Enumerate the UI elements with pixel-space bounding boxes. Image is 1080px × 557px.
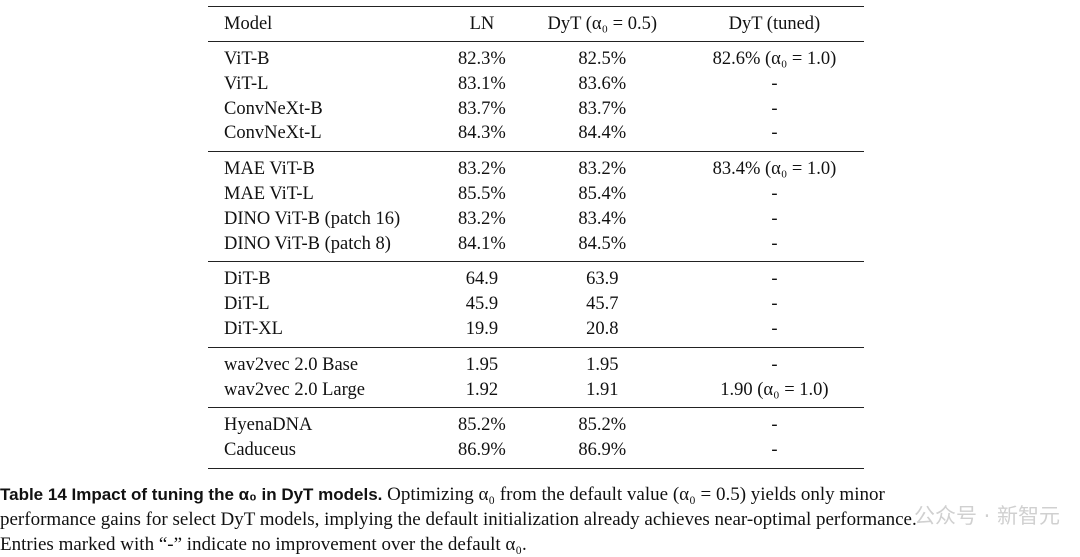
- cell-model: Caduceus: [224, 440, 296, 461]
- cell-model: MAE ViT-B: [224, 159, 315, 180]
- table-row: MAE ViT-L 85.5% 85.4% -: [208, 182, 864, 207]
- caption-label: Table 14 Impact of tuning the α₀ in DyT …: [0, 485, 383, 504]
- table-row: DiT-B 64.9 63.9 -: [208, 261, 864, 292]
- cell-dyt-tuned: -: [771, 98, 778, 119]
- cell-ln: 85.2%: [458, 415, 506, 436]
- cell-dyt-tuned: -: [771, 318, 778, 339]
- table-row: ViT-L 83.1% 83.6% -: [208, 72, 864, 97]
- cell-ln: 82.3%: [458, 49, 506, 69]
- table-row: ConvNeXt-B 83.7% 83.7% -: [208, 97, 864, 122]
- cell-model: MAE ViT-L: [224, 183, 314, 204]
- watermark: 公众号 · 新智元: [913, 504, 1060, 528]
- cell-ln: 19.9: [465, 318, 499, 339]
- header-model: Model: [224, 14, 273, 34]
- cell-ln: 45.9: [465, 294, 499, 315]
- cell-ln: 1.92: [465, 379, 499, 400]
- table-row: Caduceus 86.9% 86.9% -: [208, 438, 864, 469]
- cell-dyt-tuned: -: [771, 233, 778, 254]
- cell-dyt-default: 83.7%: [578, 98, 627, 119]
- cell-model: DINO ViT-B (patch 16): [224, 208, 401, 229]
- cell-ln: 85.5%: [458, 183, 506, 204]
- cell-model: ViT-L: [224, 73, 269, 94]
- cell-ln: 84.1%: [458, 233, 506, 254]
- cell-model: HyenaDNA: [224, 415, 313, 436]
- table-row: DiT-L 45.9 45.7 -: [208, 292, 864, 317]
- cell-dyt-tuned: 83.4% (α₀ = 1.0): [712, 159, 837, 180]
- caption-line-1: Table 14 Impact of tuning the α₀ in DyT …: [0, 482, 1080, 507]
- cell-dyt-default: 82.5%: [578, 49, 627, 69]
- cell-dyt-default: 86.9%: [578, 440, 627, 461]
- caption-text-1: Optimizing α₀ from the default value (α₀…: [387, 484, 885, 505]
- cell-ln: 83.2%: [458, 208, 506, 229]
- cell-dyt-default: 83.6%: [578, 73, 627, 94]
- cell-ln: 83.7%: [458, 98, 506, 119]
- cell-dyt-tuned: -: [771, 294, 778, 315]
- cell-model: DiT-L: [224, 294, 270, 315]
- header-dyt-default: DyT (α₀ = 0.5): [547, 14, 657, 34]
- cell-dyt-tuned: -: [771, 183, 778, 204]
- cell-model: ViT-B: [224, 49, 270, 69]
- cell-model: ConvNeXt-L: [224, 123, 322, 144]
- cell-ln: 1.95: [465, 354, 499, 375]
- table-row: wav2vec 2.0 Base 1.95 1.95 -: [208, 347, 864, 377]
- cell-ln: 83.1%: [458, 73, 506, 94]
- cell-ln: 64.9: [465, 269, 499, 290]
- results-table: Model LN DyT (α₀ = 0.5) DyT (tuned) ViT-…: [208, 6, 864, 469]
- cell-dyt-default: 85.4%: [578, 183, 627, 204]
- table-row: DINO ViT-B (patch 8) 84.1% 84.5% -: [208, 232, 864, 262]
- cell-dyt-default: 20.8: [586, 318, 619, 339]
- cell-dyt-default: 83.2%: [578, 159, 627, 180]
- cell-model: wav2vec 2.0 Large: [224, 379, 365, 400]
- header-dyt-tuned: DyT (tuned): [728, 14, 821, 34]
- cell-dyt-default: 84.4%: [578, 123, 627, 144]
- cell-ln: 83.2%: [458, 159, 506, 180]
- table-body: ViT-B 82.3% 82.5% 82.6% (α₀ = 1.0) ViT-L 83.1…: [208, 41, 864, 469]
- cell-dyt-default: 84.5%: [578, 233, 627, 254]
- cell-dyt-tuned: -: [771, 354, 778, 375]
- cell-ln: 86.9%: [458, 440, 506, 461]
- table-row: MAE ViT-B 83.2% 83.2% 83.4% (α₀ = 1.0): [208, 151, 864, 182]
- table-row: HyenaDNA 85.2% 85.2% -: [208, 407, 864, 438]
- header-ln: LN: [469, 14, 495, 34]
- table-row: ConvNeXt-L 84.3% 84.4% -: [208, 121, 864, 151]
- table-header-row: Model LN DyT (α₀ = 0.5) DyT (tuned): [208, 6, 864, 42]
- cell-dyt-default: 1.95: [586, 354, 619, 375]
- cell-model: DINO ViT-B (patch 8): [224, 233, 391, 254]
- cell-model: ConvNeXt-B: [224, 98, 323, 119]
- cell-dyt-tuned: -: [771, 123, 778, 144]
- cell-model: DiT-B: [224, 269, 271, 290]
- cell-dyt-default: 85.2%: [578, 415, 627, 436]
- cell-dyt-default: 45.7: [586, 294, 619, 315]
- cell-dyt-tuned: -: [771, 208, 778, 229]
- table-row: DINO ViT-B (patch 16) 83.2% 83.4% -: [208, 207, 864, 232]
- cell-dyt-default: 83.4%: [578, 208, 627, 229]
- cell-dyt-tuned: -: [771, 415, 778, 436]
- cell-dyt-tuned: -: [771, 440, 778, 461]
- cell-dyt-default: 63.9: [586, 269, 619, 290]
- table-caption: Table 14 Impact of tuning the α₀ in DyT …: [0, 482, 1080, 557]
- cell-dyt-tuned: -: [771, 73, 778, 94]
- cell-dyt-default: 1.91: [586, 379, 619, 400]
- cell-dyt-tuned: 82.6% (α₀ = 1.0): [712, 49, 837, 69]
- cell-dyt-tuned: -: [771, 269, 778, 290]
- caption-line-3: Entries marked with “-” indicate no impr…: [0, 534, 527, 555]
- table-row: ViT-B 82.3% 82.5% 82.6% (α₀ = 1.0): [208, 41, 864, 72]
- table-row: wav2vec 2.0 Large 1.92 1.91 1.90 (α₀ = 1.0): [208, 378, 864, 408]
- cell-model: wav2vec 2.0 Base: [224, 354, 359, 375]
- caption-line-2: performance gains for select DyT models,…: [0, 509, 917, 530]
- cell-model: DiT-XL: [224, 318, 283, 339]
- cell-dyt-tuned: 1.90 (α₀ = 1.0): [720, 379, 829, 400]
- cell-ln: 84.3%: [458, 123, 506, 144]
- table-row: DiT-XL 19.9 20.8 -: [208, 317, 864, 347]
